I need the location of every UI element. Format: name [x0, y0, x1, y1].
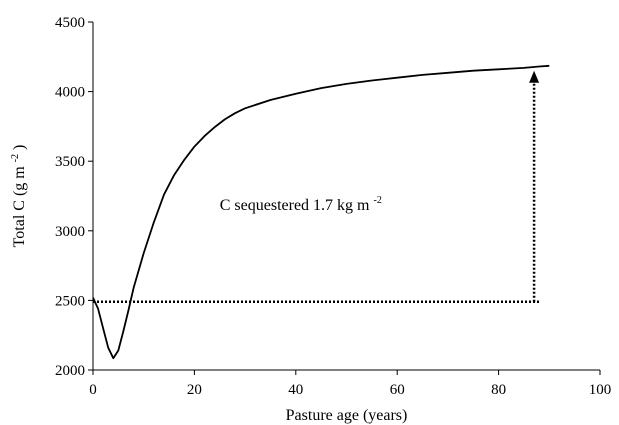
- x-tick-label: 40: [288, 382, 303, 398]
- y-tick-label: 2500: [55, 293, 85, 309]
- y-tick-label: 2000: [55, 363, 85, 379]
- y-tick-label: 3500: [55, 154, 85, 170]
- x-tick-label: 80: [491, 382, 506, 398]
- annotation-text: C sequestered 1.7 kg m -2: [220, 195, 382, 214]
- y-axis-title-suffix: ): [11, 145, 28, 150]
- x-tick-label: 100: [589, 382, 612, 398]
- axes: 2000 2500 3000 3500 4000 4500 0 20 40 60 80 100: [55, 15, 611, 398]
- arrow-head: [529, 70, 540, 83]
- y-tick-label: 4000: [55, 85, 85, 101]
- x-tick-label: 20: [187, 382, 202, 398]
- x-axis-title: Pasture age (years): [286, 407, 408, 424]
- y-tick-label: 3000: [55, 224, 85, 240]
- series-line: [92, 64, 550, 360]
- y-axis-title-sup: -2: [10, 154, 21, 162]
- y-tick-label: 4500: [55, 15, 85, 31]
- y-axis-title-prefix: Total C (g m: [11, 166, 28, 248]
- x-tick-label: 60: [390, 382, 405, 398]
- annotation-sup: -2: [374, 195, 382, 206]
- x-tick-label: 0: [89, 382, 97, 398]
- marks: [92, 64, 550, 360]
- annotation-main: C sequestered 1.7 kg m: [220, 197, 370, 214]
- y-axis-title: Total C (g m -2 ): [5, 145, 28, 248]
